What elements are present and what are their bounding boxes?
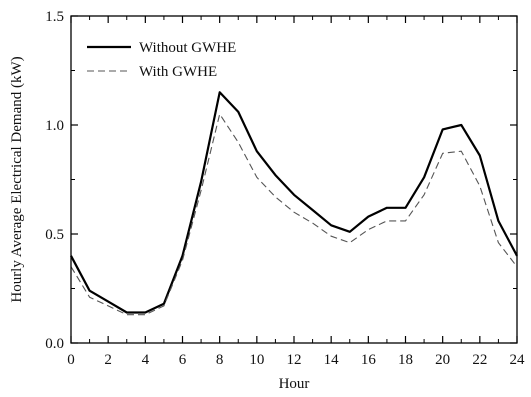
legend-label: Without GWHE [139,40,236,56]
series-line-without-gwhe [70,91,518,314]
x-tick-label: 18 [398,352,413,368]
x-tick-label: 6 [179,352,187,368]
plot-frame [70,15,518,344]
x-tick-label: 14 [324,352,340,368]
series-layer [70,91,518,316]
x-tick-label: 2 [104,352,112,368]
y-tick-label: 0.5 [45,227,64,243]
x-tick-label: 20 [435,352,450,368]
x-axis-title: Hour [279,376,310,392]
x-tick-label: 0 [67,352,75,368]
x-tick-label: 16 [361,352,377,368]
x-tick-label: 22 [472,352,487,368]
y-axis-title: Hourly Average Electrical Demand (kW) [9,56,25,302]
y-tick-label: 1.0 [45,118,64,134]
legend-label: With GWHE [139,64,217,80]
ticks-layer: 0 2 4 6 8 10 12 14 16 18 20 22 240.00.51.01.5 [45,9,525,368]
x-tick-label: 10 [249,352,264,368]
series-line-with-gwhe [70,113,518,316]
x-tick-label: 12 [287,352,302,368]
x-tick-label: 8 [216,352,224,368]
x-tick-label: 4 [142,352,150,368]
x-tick-label: 24 [510,352,526,368]
y-tick-label: 1.5 [45,9,64,25]
y-tick-label: 0.0 [45,336,64,352]
legend: Without GWHE With GWHE [87,40,236,80]
